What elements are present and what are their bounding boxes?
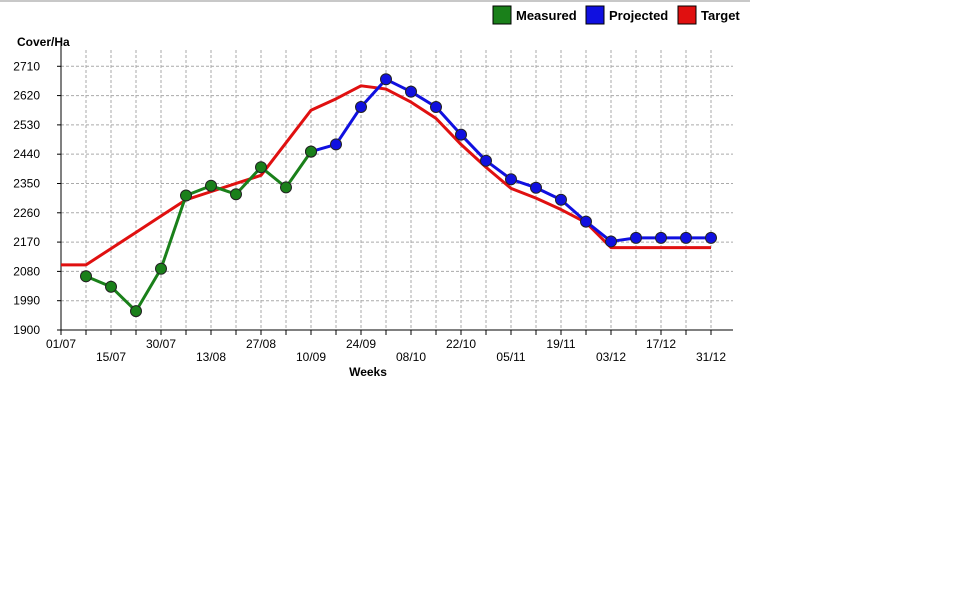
- x-tick-label: 10/09: [296, 350, 326, 364]
- y-tick-label: 2710: [13, 59, 40, 73]
- data-point-projected: [680, 231, 692, 244]
- data-point-projected: [355, 100, 367, 113]
- data-point-projected: [380, 73, 392, 86]
- legend-label-projected: Projected: [609, 8, 668, 23]
- data-point-measured: [230, 188, 242, 201]
- data-point-measured: [105, 280, 117, 293]
- x-tick-label: 31/12: [696, 350, 726, 364]
- data-point-projected: [455, 128, 467, 141]
- data-point-projected: [530, 181, 542, 194]
- data-point-measured: [255, 161, 267, 174]
- data-point-projected: [405, 85, 417, 98]
- data-point-projected: [655, 231, 667, 244]
- top-divider: [0, 0, 750, 2]
- data-point-measured: [280, 181, 292, 194]
- data-point-projected: [505, 173, 517, 186]
- series-line-target: [61, 84, 711, 267]
- legend-swatch-projected: [585, 5, 605, 25]
- legend-label-target: Target: [701, 8, 740, 23]
- y-tick-label: 2170: [13, 235, 40, 249]
- y-tick-label: 2530: [13, 118, 40, 132]
- data-point-measured: [180, 189, 192, 202]
- x-tick-label: 27/08: [246, 337, 276, 351]
- data-point-measured: [205, 179, 217, 192]
- y-tick-label: 1990: [13, 294, 40, 308]
- y-tick-label: 2080: [13, 264, 40, 278]
- y-tick-label: 2620: [13, 89, 40, 103]
- y-axis-ticks: 1900 1990 2080 2170 2260 2350 2440 2530 2620 2710: [13, 59, 61, 337]
- data-point-projected: [330, 138, 342, 151]
- y-axis-title: Cover/Ha: [17, 35, 70, 49]
- axes: [57, 46, 733, 331]
- x-tick-label: 08/10: [396, 350, 426, 364]
- data-point-measured: [305, 145, 317, 158]
- data-point-measured: [80, 270, 92, 283]
- data-point-measured: [155, 262, 167, 275]
- x-tick-label: 15/07: [96, 350, 126, 364]
- data-point-projected: [555, 193, 567, 206]
- x-tick-label: 17/12: [646, 337, 676, 351]
- x-tick-label: 13/08: [196, 350, 226, 364]
- x-tick-label: 05/11: [496, 350, 525, 364]
- legend-label-measured: Measured: [516, 8, 577, 23]
- legend-swatch-target: [677, 5, 697, 25]
- y-tick-label: 2260: [13, 206, 40, 220]
- data-point-projected: [605, 235, 617, 248]
- x-tick-label: 03/12: [596, 350, 626, 364]
- data-point-projected: [705, 231, 717, 244]
- data-point-measured: [130, 305, 142, 318]
- y-tick-label: 1900: [13, 323, 40, 337]
- data-point-projected: [630, 231, 642, 244]
- x-tick-label: 30/07: [146, 337, 176, 351]
- x-tick-label: 24/09: [346, 337, 376, 351]
- x-tick-label: 01/07: [46, 337, 76, 351]
- x-axis-title: Weeks: [349, 365, 387, 379]
- y-tick-label: 2350: [13, 176, 40, 190]
- data-point-projected: [430, 100, 442, 113]
- data-point-projected: [580, 215, 592, 228]
- x-tick-label: 19/11: [546, 337, 575, 351]
- y-tick-label: 2440: [13, 147, 40, 161]
- grid-lines: [61, 50, 733, 330]
- legend-swatch-measured: [492, 5, 512, 25]
- series-lines: [61, 73, 717, 318]
- data-point-projected: [480, 154, 492, 167]
- x-tick-label: 22/10: [446, 337, 476, 351]
- x-axis-ticks: 01/07 15/07 30/07 13/08 27/08 10/09 24/09 08/10…: [46, 330, 726, 364]
- legend: Measured Projected Target: [492, 5, 740, 25]
- series-line-measured: [85, 150, 313, 313]
